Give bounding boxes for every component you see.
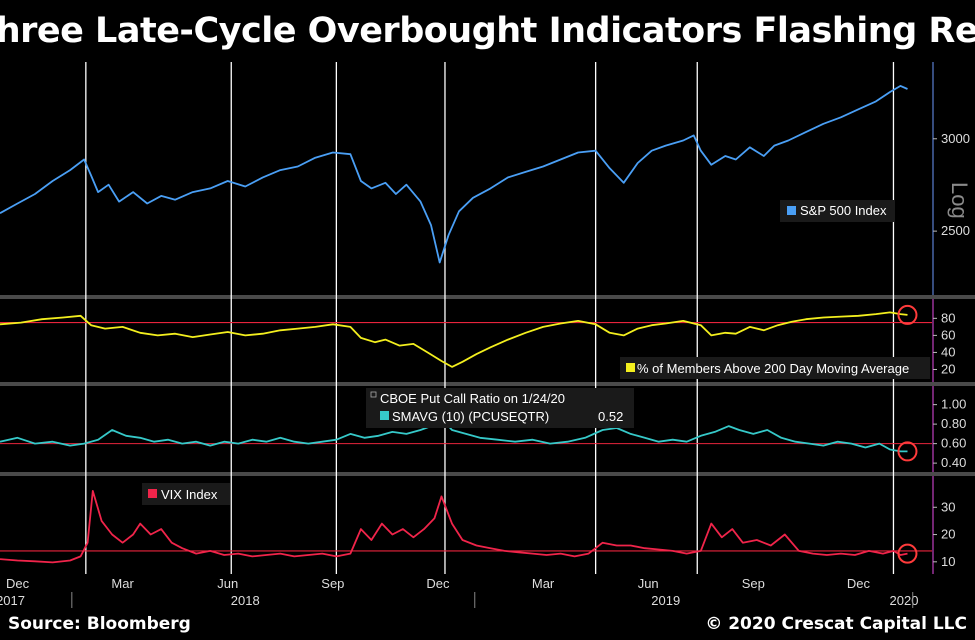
putcall-line [0, 417, 908, 453]
chart-panel-1: 2500 3000 Log S&P 500 Index [0, 62, 972, 295]
x-month-label: Sep [321, 576, 344, 591]
legend-swatch [380, 411, 389, 420]
x-month-label: Dec [847, 576, 871, 591]
overbought-circle-marker [897, 441, 918, 462]
y-tick-label: 40 [941, 344, 955, 359]
spx-line [0, 85, 908, 264]
overbought-circle-marker [897, 304, 918, 325]
y-tick-label: 60 [941, 327, 955, 342]
y-tick-label: 20 [941, 361, 955, 376]
chart-panel-2: 20 40 60 80 % of Members Above 200 Day Movin… [0, 299, 955, 382]
vix-legend: VIX Index [142, 483, 230, 505]
legend-label: % of Members Above 200 Day Moving Averag… [637, 361, 909, 376]
legend-background [142, 483, 230, 505]
vix-line [0, 490, 908, 564]
legend-label: S&P 500 Index [800, 203, 887, 218]
panel-separator [0, 472, 975, 476]
y-tick-label: 0.40 [941, 455, 966, 470]
chart-area: 2500 3000 Log S&P 500 Index 20 40 60 80 % of Mem… [0, 62, 975, 610]
overbought-circle-marker [897, 543, 918, 564]
x-month-label: Mar [532, 576, 555, 591]
chart-panel-4: 10 20 30 VIX Index [0, 476, 955, 574]
x-month-label: Jun [638, 576, 659, 591]
legend-background [620, 357, 930, 379]
members-legend: % of Members Above 200 Day Moving Averag… [620, 357, 930, 379]
panel-separator [0, 382, 975, 386]
x-year-label: 2017 [0, 593, 25, 608]
x-month-label: Jun [217, 576, 238, 591]
x-month-label: Dec [6, 576, 30, 591]
legend-label: VIX Index [161, 487, 218, 502]
y-tick-label: 80 [941, 310, 955, 325]
putcall-legend: CBOE Put Call Ratio on 1/24/20 SMAVG (10)… [366, 388, 634, 428]
spx-legend: S&P 500 Index [780, 200, 895, 222]
legend-swatch [787, 206, 796, 215]
legend-header: CBOE Put Call Ratio on 1/24/20 [380, 391, 565, 406]
legend-last-value: 0.52 [598, 409, 623, 424]
legend-swatch [626, 363, 635, 372]
footer: Source: Bloomberg © 2020 Crescat Capital… [0, 610, 975, 640]
y-tick-label: 20 [941, 527, 955, 542]
x-year-label: 2019 [651, 593, 680, 608]
log-scale-label: Log [947, 182, 972, 219]
x-month-label: Mar [111, 576, 134, 591]
legend-background [366, 388, 634, 428]
x-axis-background [0, 574, 975, 610]
panel-separator [0, 295, 975, 299]
copyright-note: © 2020 Crescat Capital LLC [705, 614, 967, 634]
legend-swatch [148, 489, 157, 498]
legend-label: SMAVG (10) (PCUSEQTR) [392, 409, 549, 424]
x-month-label: Dec [426, 576, 450, 591]
x-year-label: 2018 [231, 593, 260, 608]
source-note: Source: Bloomberg [8, 614, 191, 634]
y-tick-label: 30 [941, 499, 955, 514]
y-tick-label: 10 [941, 554, 955, 569]
chart-panel-3: 0.40 0.60 0.80 1.00 CBOE Put Call Ratio on 1… [0, 386, 966, 472]
y-tick-label: 0.60 [941, 436, 966, 451]
y-tick-label: 2500 [941, 223, 970, 238]
y-tick-label: 1.00 [941, 397, 966, 412]
y-tick-label: 3000 [941, 131, 970, 146]
page-title: Three Late-Cycle Overbought Indicators F… [0, 11, 975, 51]
x-month-label: Sep [742, 576, 765, 591]
x-year-label: 2020 [890, 593, 919, 608]
members-line [0, 311, 908, 368]
legend-background [780, 200, 895, 222]
legend-options-icon [370, 391, 377, 398]
y-tick-label: 0.80 [941, 416, 966, 431]
